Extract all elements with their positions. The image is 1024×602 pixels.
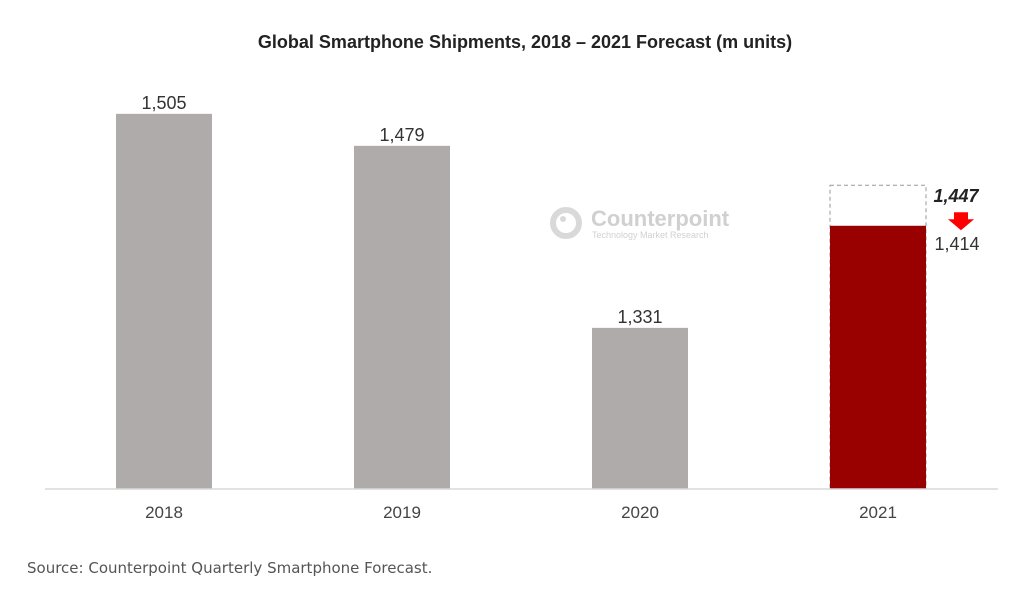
value-label-2020: 1,331 <box>617 307 662 327</box>
watermark-tagline: Technology Market Research <box>592 230 709 240</box>
bar-2021 <box>830 225 926 489</box>
value-label-2021: 1,414 <box>934 234 979 254</box>
previous-forecast-label: 1,447 <box>933 186 979 206</box>
counterpoint-logo-icon <box>550 207 582 239</box>
counterpoint-watermark: Counterpoint Technology Market Research <box>550 206 730 240</box>
chart-title: Global Smartphone Shipments, 2018 – 2021… <box>258 32 792 52</box>
x-tick-label-2020: 2020 <box>621 503 659 522</box>
bar-2019 <box>354 145 450 489</box>
down-arrow-icon <box>948 212 974 231</box>
bar-2018 <box>116 113 212 489</box>
x-tick-label-2021: 2021 <box>859 503 897 522</box>
value-label-2018: 1,505 <box>141 93 186 113</box>
x-tick-label-2019: 2019 <box>383 503 421 522</box>
watermark-name: Counterpoint <box>591 206 730 231</box>
source-note: Source: Counterpoint Quarterly Smartphon… <box>27 559 433 577</box>
x-tick-label-2018: 2018 <box>145 503 183 522</box>
bar-2020 <box>592 327 688 489</box>
value-label-2019: 1,479 <box>379 125 424 145</box>
